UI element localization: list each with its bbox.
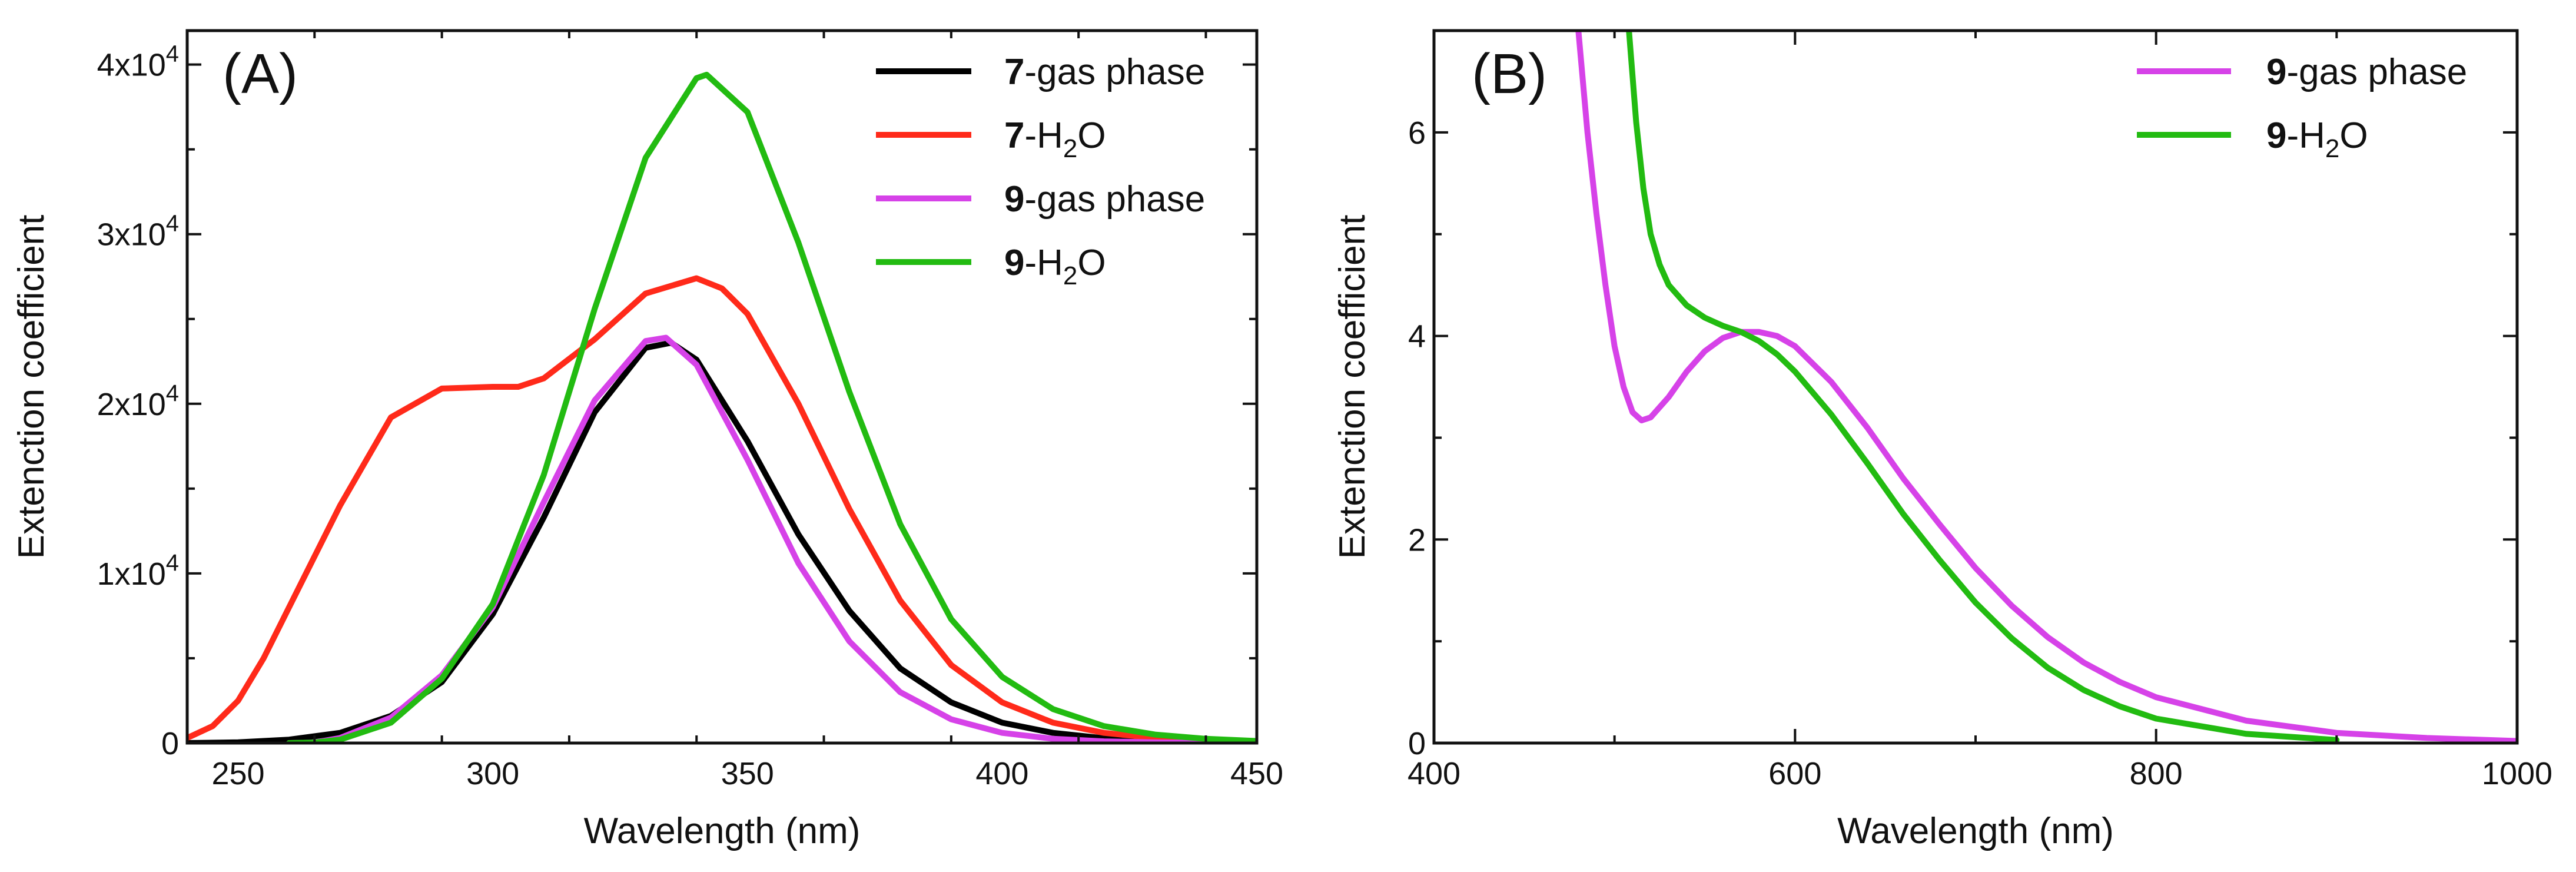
series-group bbox=[1575, 31, 2517, 743]
legend: 9-gas phase 9-H2O bbox=[2137, 52, 2467, 163]
x-axis-title: Wavelength (nm) bbox=[1837, 811, 2114, 851]
y-tick-label: 0 bbox=[1408, 726, 1426, 761]
series-group bbox=[187, 71, 1257, 743]
x-tick-label: 600 bbox=[1768, 756, 1821, 791]
y-axis-title: Extenction coefficient bbox=[1332, 215, 1373, 559]
x-tick-label: 450 bbox=[1230, 756, 1283, 791]
series-line-9-gas-phase bbox=[1575, 31, 2517, 743]
panel-label: (A) bbox=[223, 42, 298, 105]
legend-entry: 7-gas phase bbox=[1004, 52, 1205, 92]
legend-entry: 9-H2O bbox=[1004, 243, 1106, 290]
x-tick-label: 400 bbox=[975, 756, 1028, 791]
y-tick-label: 4x104 bbox=[97, 41, 179, 83]
y-axis-title: Extenction coefficient bbox=[11, 215, 52, 559]
panel-b: 400 600 800 1000 0 2 4 6 Wavelength (nm) Extencti… bbox=[1332, 29, 2552, 851]
y-tick-label: 3x104 bbox=[97, 211, 179, 253]
series-line-7-h2o bbox=[187, 275, 1257, 743]
plot-frame bbox=[185, 29, 1259, 745]
legend: 7-gas phase 7-H2O 9-gas phase 9-H2O bbox=[876, 52, 1205, 290]
legend-entry: 9-gas phase bbox=[2266, 52, 2467, 92]
x-tick-label: 400 bbox=[1407, 756, 1460, 791]
y-tick-label: 2 bbox=[1408, 522, 1426, 558]
x-tick-label: 250 bbox=[211, 756, 264, 791]
legend-entry: 7-H2O bbox=[1004, 115, 1106, 163]
legend-entry: 9-gas phase bbox=[1004, 179, 1205, 220]
panel-a: 250 300 350 400 450 0 1x104 2x104 3x104 4x104 Wave… bbox=[11, 29, 1283, 851]
series-line-9-h2o bbox=[286, 71, 1257, 743]
x-tick-label: 350 bbox=[721, 756, 774, 791]
series-line-9-h2o bbox=[1626, 31, 2340, 743]
y-tick-label: 0 bbox=[161, 726, 179, 761]
legend-entry: 9-H2O bbox=[2266, 115, 2368, 163]
y-tick-label: 2x104 bbox=[97, 380, 179, 422]
x-axis-title: Wavelength (nm) bbox=[584, 811, 861, 851]
y-tick-label: 1x104 bbox=[97, 550, 179, 592]
panel-label: (B) bbox=[1472, 42, 1547, 105]
x-tick-label: 1000 bbox=[2482, 756, 2552, 791]
y-tick-label: 4 bbox=[1408, 319, 1426, 354]
x-tick-label: 300 bbox=[466, 756, 519, 791]
x-tick-label: 800 bbox=[2130, 756, 2183, 791]
y-tick-label: 6 bbox=[1408, 115, 1426, 151]
